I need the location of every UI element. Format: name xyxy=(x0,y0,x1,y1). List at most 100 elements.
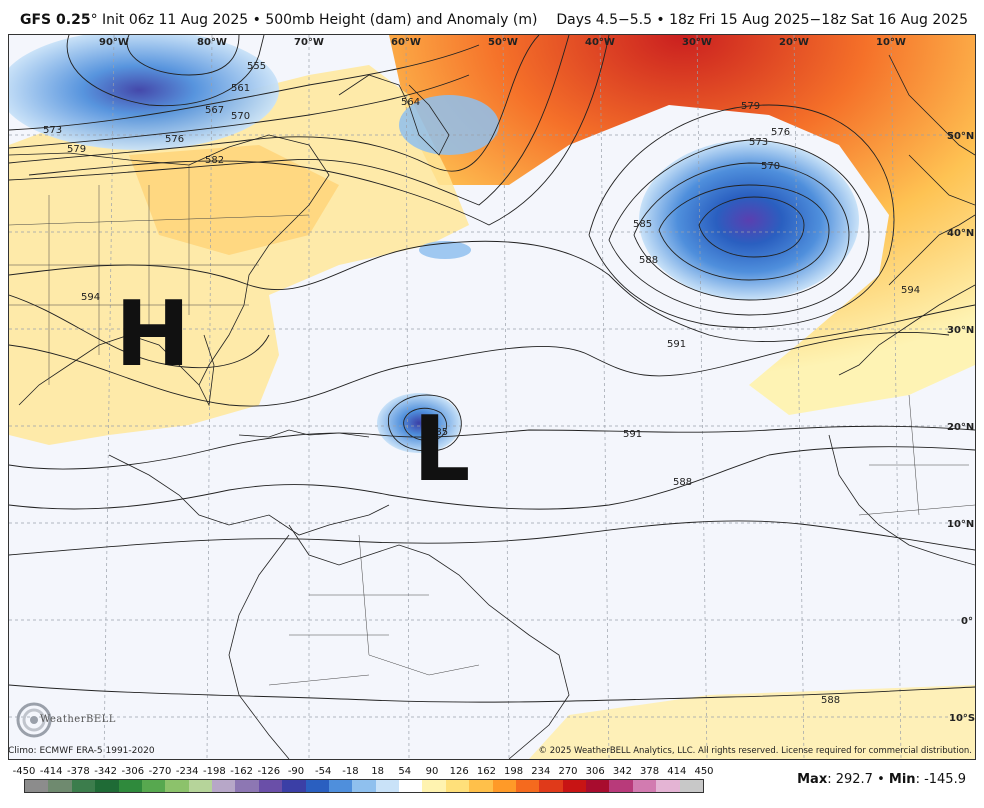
colorbar-label: 414 xyxy=(667,766,687,777)
longitude-label: 20°W xyxy=(779,37,809,48)
colorbar-label: -450 xyxy=(12,766,36,777)
colorbar-label: 306 xyxy=(585,766,605,777)
contour-label: 573 xyxy=(749,137,768,148)
colorbar-swatch xyxy=(165,780,189,792)
valid-time: Days 4.5−5.5 • 18z Fri 15 Aug 2025−18z S… xyxy=(556,12,968,28)
colorbar-swatch xyxy=(258,780,283,792)
colorbar-label: -234 xyxy=(175,766,199,777)
max-min-readout: Max: 292.7 • Min: -145.9 xyxy=(797,772,966,787)
contour-label: 585 xyxy=(633,219,652,230)
contour-label: 579 xyxy=(741,101,760,112)
lat-lon-grid xyxy=(9,35,975,759)
warm-anomaly-south xyxy=(529,685,975,759)
colorbar-labels: -450 -414 -378 -342 -306 -270 -234 -198 -162 -126… xyxy=(13,766,714,778)
colorbar-label: 450 xyxy=(694,766,714,777)
colorbar-swatch xyxy=(492,780,516,792)
contour-label-group: 573 579 576 582 561 567 570 555 564 579 … xyxy=(43,61,920,706)
contour-label: 594 xyxy=(901,285,920,296)
colorbar-swatch xyxy=(632,780,657,792)
colorbar-swatch xyxy=(235,780,259,792)
colorbar-label: 378 xyxy=(640,766,660,777)
latitude-label: 20°N xyxy=(947,422,974,433)
contour-label: 588 xyxy=(821,695,840,706)
longitude-label: 50°W xyxy=(488,37,518,48)
colorbar-label: -306 xyxy=(121,766,145,777)
longitude-labels: 90°W 80°W 70°W 60°W 50°W 40°W 30°W 20°W … xyxy=(99,37,906,48)
coastlines xyxy=(9,54,975,759)
contour-label: 588 xyxy=(673,477,692,488)
latitude-label: 30°N xyxy=(947,325,974,336)
cold-anomaly-small xyxy=(419,241,471,259)
product-name: 500mb Height (dam) and Anomaly (m) xyxy=(265,12,538,28)
model-name: GFS 0.25 xyxy=(20,12,91,28)
longitude-label: 70°W xyxy=(294,37,324,48)
latitude-label: 0° xyxy=(961,616,973,627)
logo-text: WeatherBELL xyxy=(40,714,116,725)
longitude-label: 80°W xyxy=(197,37,227,48)
contour-label: 573 xyxy=(43,125,62,136)
colorbar-label: -414 xyxy=(39,766,63,777)
colorbar-label: -90 xyxy=(287,766,305,777)
colorbar-swatch xyxy=(188,780,212,792)
colorbar-label: 90 xyxy=(425,766,439,777)
colorbar-label: -126 xyxy=(257,766,281,777)
contour-label: 576 xyxy=(165,134,184,145)
header: GFS 0.25° Init 06z 11 Aug 2025 • 500mb H… xyxy=(0,0,984,34)
colorbar-swatch xyxy=(656,780,680,792)
colorbar-swatch xyxy=(282,780,306,792)
contour-label: 594 xyxy=(81,292,100,303)
colorbar-swatch xyxy=(399,780,423,792)
contour-label: 588 xyxy=(639,255,658,266)
degree-mark: ° xyxy=(90,12,98,28)
low-pressure-marker: L xyxy=(413,397,470,502)
latitude-label: 10°N xyxy=(947,519,974,530)
min-value: -145.9 xyxy=(924,772,966,787)
latitude-label: 10°S xyxy=(949,713,975,724)
contour-label: 579 xyxy=(67,144,86,155)
bullet: • xyxy=(252,12,261,28)
longitude-label: 40°W xyxy=(585,37,615,48)
colorbar-label: -162 xyxy=(230,766,253,777)
colorbar-label: -54 xyxy=(315,766,332,777)
contour-label: 576 xyxy=(771,127,790,138)
max-label: Max xyxy=(797,772,828,787)
contour-label: 585 xyxy=(429,427,448,438)
latitude-label: 40°N xyxy=(947,228,974,239)
climo-note: Climo: ECMWF ERA-5 1991-2020 xyxy=(8,746,155,756)
colorbar-swatch xyxy=(141,780,166,792)
contour-label: 570 xyxy=(761,161,780,172)
colorbar-label: -18 xyxy=(342,766,359,777)
colorbar-swatch xyxy=(469,780,493,792)
colorbar-label: -270 xyxy=(148,766,172,777)
colorbar-label: 126 xyxy=(449,766,469,777)
colorbar-swatch xyxy=(118,780,142,792)
colorbar-label: 198 xyxy=(504,766,524,777)
colorbar-swatch xyxy=(586,780,610,792)
colorbar-label: -378 xyxy=(67,766,90,777)
colorbar-label: 342 xyxy=(612,766,632,777)
height-contours xyxy=(9,35,975,703)
colorbar-swatch xyxy=(679,780,703,792)
min-label: Min xyxy=(888,772,916,787)
colorbar-swatch xyxy=(25,780,49,792)
colorbar-swatch xyxy=(71,780,96,792)
colorbar-swatch xyxy=(352,780,376,792)
colorbar-swatch xyxy=(375,780,399,792)
colorbar-swatch xyxy=(305,780,329,792)
separator: • xyxy=(877,772,885,787)
colorbar-swatch xyxy=(422,780,446,792)
high-pressure-marker: H xyxy=(115,282,190,387)
warm-anomaly-north-america xyxy=(9,65,469,445)
cold-anomaly-mid-atlantic xyxy=(639,140,859,300)
swirl-icon xyxy=(16,702,52,738)
max-value: 292.7 xyxy=(835,772,873,787)
contour-label: 570 xyxy=(231,111,250,122)
anomaly-colorbar: -450 -414 -378 -342 -306 -270 -234 -198 -162 -126… xyxy=(13,766,714,796)
map-title: GFS 0.25° Init 06z 11 Aug 2025 • 500mb H… xyxy=(20,12,537,28)
colorbar-swatch xyxy=(212,780,236,792)
weatherbell-logo: WeatherBELL xyxy=(14,700,115,740)
latitude-labels: 50°N 40°N 30°N 20°N 10°N 0° 10°S xyxy=(947,131,975,724)
colorbar-label: 270 xyxy=(558,766,578,777)
longitude-label: 10°W xyxy=(876,37,906,48)
colorbar-swatch xyxy=(95,780,119,792)
